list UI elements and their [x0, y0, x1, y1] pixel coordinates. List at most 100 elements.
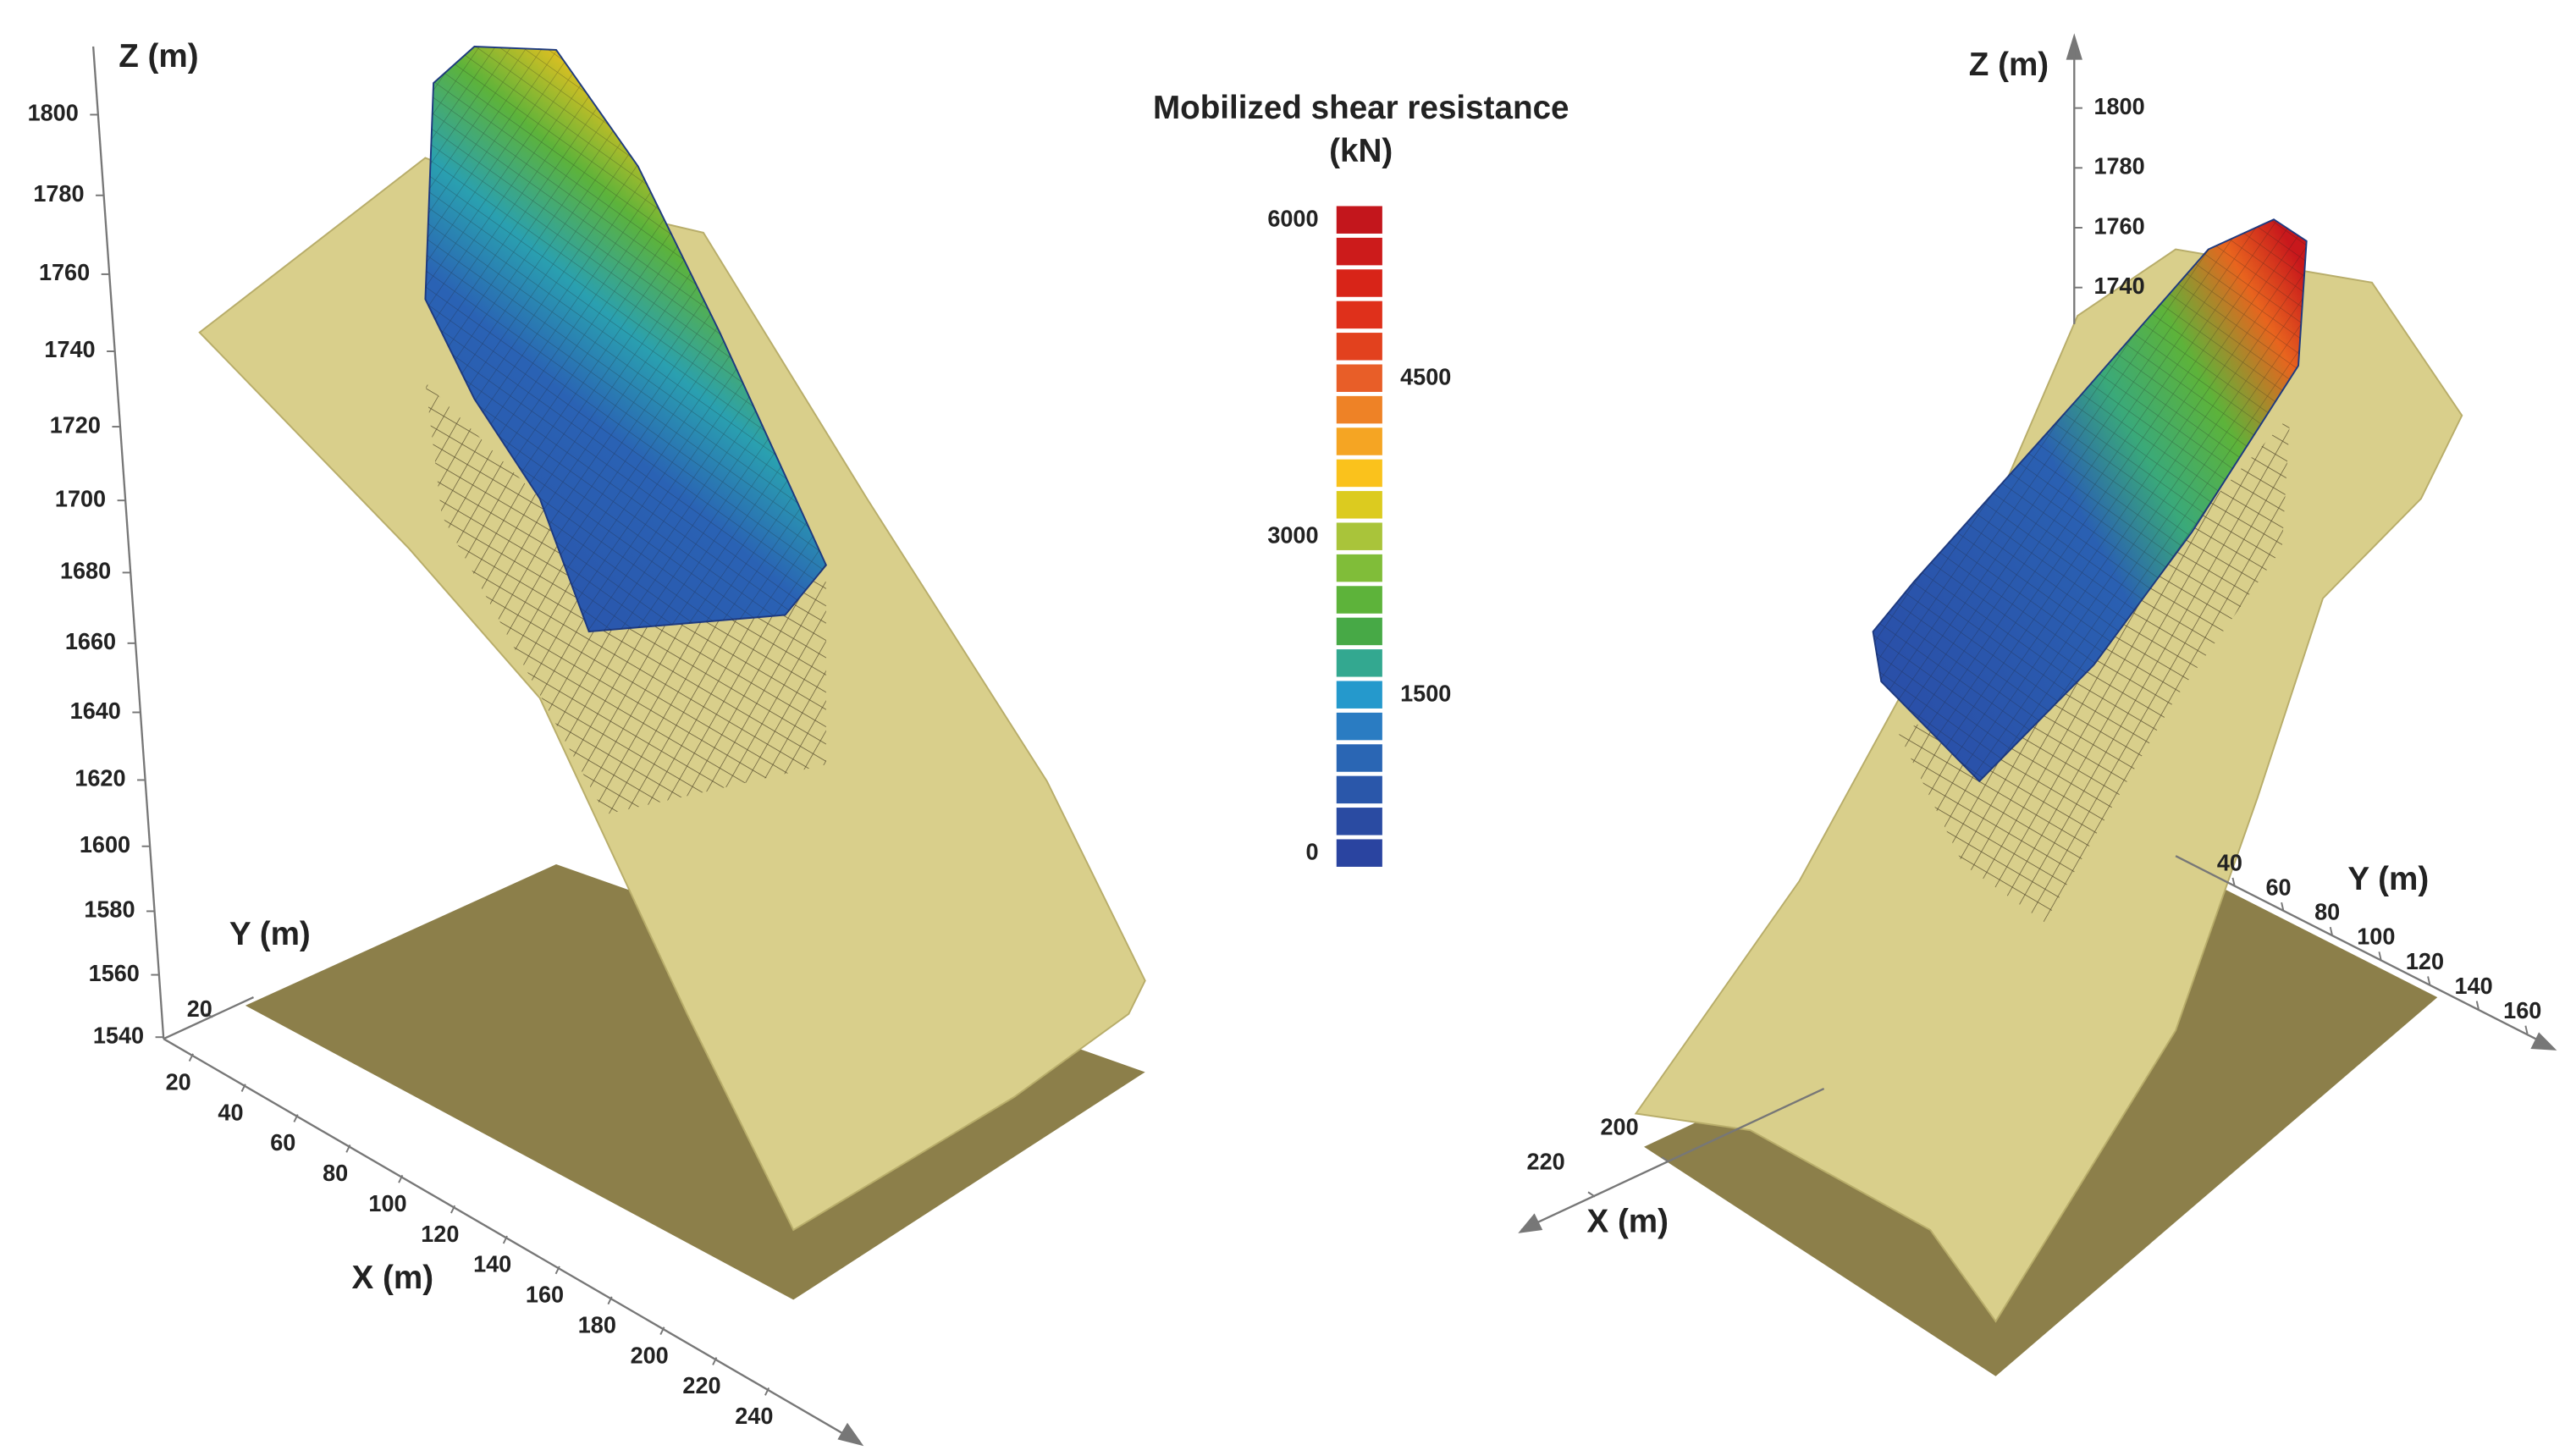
tick-mark: [293, 1114, 299, 1122]
tick-mark: [764, 1387, 770, 1396]
tick-label: 20: [187, 995, 212, 1022]
tick-mark: [554, 1266, 560, 1275]
tick-label: 1800: [28, 100, 79, 126]
tick-label: 1720: [50, 411, 101, 438]
colorbar-swatch: [1336, 681, 1382, 709]
colorbar-swatch: [1336, 649, 1382, 677]
colorbar-swatch: [1336, 712, 1382, 741]
axis-line: [1520, 1088, 1825, 1232]
tick-label: 40: [2217, 849, 2242, 875]
tick-label: 1740: [2093, 273, 2144, 299]
colorbar-tick-label: 0: [1305, 838, 1318, 864]
tick-label: 200: [1601, 1113, 1639, 1139]
tick-label: 1540: [93, 1022, 144, 1048]
tick-label: 1780: [2093, 152, 2144, 179]
tick-mark: [205, 1012, 213, 1018]
tick-label: 180: [578, 1311, 616, 1337]
tick-mark: [1587, 1191, 1596, 1198]
colorbar-swatch: [1336, 333, 1382, 361]
colorbar-swatch: [1336, 839, 1382, 867]
tick-label: 1560: [89, 960, 140, 986]
tick-label: 1800: [2093, 93, 2144, 119]
colorbar-swatch: [1336, 522, 1382, 550]
tick-label: 220: [682, 1372, 720, 1398]
axis-label: Z (m): [119, 38, 198, 74]
tick-mark: [345, 1144, 351, 1153]
tick-mark: [2427, 976, 2431, 985]
mesh-region: [1897, 415, 2291, 923]
colorbar-swatch: [1336, 206, 1382, 234]
colorbar-swatch: [1336, 586, 1382, 614]
tick-label: 40: [218, 1099, 243, 1125]
colorbar-title: Mobilized shear resistance: [1153, 90, 1569, 126]
tick-mark: [607, 1296, 613, 1305]
axis-label: X (m): [1586, 1203, 1669, 1239]
colorbar-swatch: [1336, 237, 1382, 266]
tick-mark: [2329, 926, 2333, 936]
tick-label: 220: [1527, 1148, 1565, 1174]
tick-label: 80: [2314, 898, 2340, 924]
arrowhead: [837, 1422, 864, 1447]
arrowhead: [2530, 1032, 2557, 1051]
axis-line: [163, 996, 255, 1040]
slide-cells: [425, 46, 826, 632]
tick-label: 1660: [65, 628, 116, 654]
tick-mark: [2524, 1025, 2529, 1034]
tick-label: 120: [421, 1221, 459, 1247]
slide-cells: [1873, 219, 2307, 781]
tick-label: 1640: [70, 698, 121, 724]
tick-label: 140: [473, 1251, 511, 1277]
axis-label: X (m): [351, 1260, 433, 1296]
tick-mark: [2281, 902, 2285, 911]
tick-label: 240: [735, 1403, 773, 1429]
colorbar-swatch: [1336, 744, 1382, 772]
tick-label: 140: [2455, 973, 2493, 999]
colorbar-unit: (kN): [1329, 133, 1393, 169]
tick-label: 1740: [44, 336, 95, 362]
axis-line: [91, 46, 165, 1040]
tick-label: 1620: [74, 765, 125, 791]
colorbar-tick-label: 4500: [1400, 363, 1451, 389]
tick-label: 60: [2265, 874, 2291, 900]
colorbar-swatch: [1336, 269, 1382, 297]
tick-label: 120: [2406, 948, 2444, 974]
tick-label: 1580: [84, 896, 135, 922]
tick-mark: [1661, 1156, 1669, 1163]
tick-label: 1760: [39, 259, 90, 285]
tick-mark: [2378, 951, 2382, 961]
axis-line: [2175, 855, 2553, 1049]
tick-label: 20: [166, 1068, 191, 1095]
tick-mark: [502, 1235, 508, 1244]
tick-label: 160: [2503, 997, 2541, 1023]
tick-mark: [659, 1326, 665, 1335]
colorbar-swatch: [1336, 301, 1382, 329]
axis-label: Y (m): [2347, 861, 2429, 897]
colorbar-swatch: [1336, 395, 1382, 424]
colorbar-swatch: [1336, 364, 1382, 392]
colorbar-swatch: [1336, 808, 1382, 836]
tick-label: 1680: [60, 557, 111, 583]
colorbar-tick-label: 1500: [1400, 680, 1451, 706]
tick-label: 80: [323, 1160, 348, 1186]
axis-line: [163, 1038, 860, 1444]
tick-mark: [240, 1084, 246, 1092]
base-plane: [245, 864, 1145, 1300]
tick-mark: [2231, 877, 2236, 886]
tick-mark: [2475, 1001, 2480, 1010]
tick-label: 60: [270, 1129, 295, 1155]
tick-label: 1760: [2093, 212, 2144, 239]
tick-label: 1600: [80, 831, 130, 858]
tick-label: 1700: [55, 485, 106, 511]
axis-label: Y (m): [229, 916, 311, 952]
colorbar-swatch: [1336, 491, 1382, 519]
colorbar-swatch: [1336, 554, 1382, 582]
axis-label: Z (m): [1969, 47, 2049, 83]
tick-label: 200: [631, 1342, 669, 1368]
tick-label: 1780: [33, 180, 84, 207]
tick-mark: [450, 1205, 456, 1214]
tick-mark: [712, 1357, 718, 1365]
colorbar-tick-label: 6000: [1267, 205, 1318, 231]
tick-mark: [188, 1053, 194, 1062]
